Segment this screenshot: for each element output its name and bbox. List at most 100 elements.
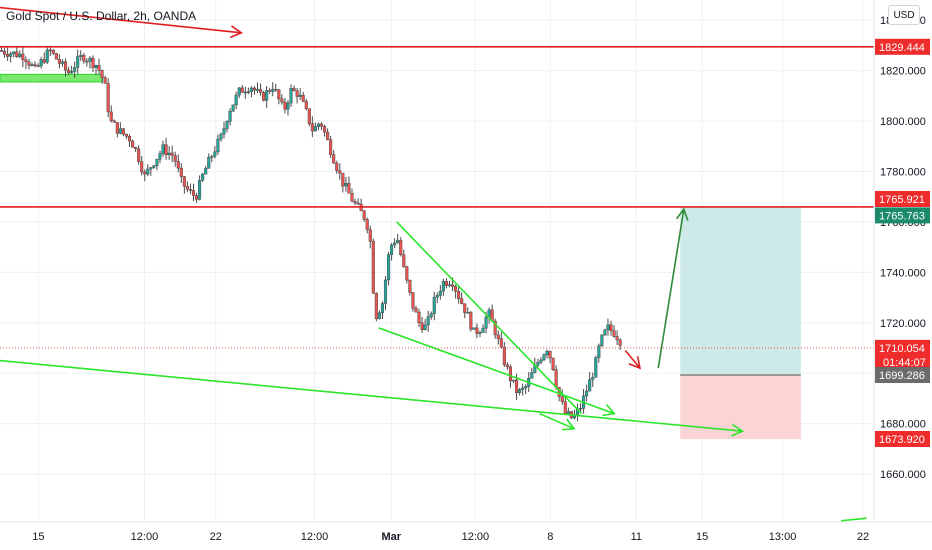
candle-body	[536, 361, 540, 366]
candle-up	[390, 243, 394, 261]
candle-body	[198, 180, 202, 200]
candle-up	[478, 330, 482, 338]
candle-up	[152, 165, 156, 169]
candle-down	[85, 58, 89, 67]
candle-down	[319, 122, 324, 131]
candle-body	[286, 102, 290, 110]
candle-down	[405, 265, 409, 284]
candle-up	[198, 175, 202, 201]
candle-body	[447, 284, 452, 286]
candle-body	[240, 87, 244, 93]
candle-body	[493, 320, 497, 336]
candle-body	[408, 279, 412, 293]
candle-up	[216, 134, 220, 155]
candle-body	[259, 89, 263, 93]
candle-body	[435, 295, 439, 298]
price-axis	[874, 0, 932, 550]
candle-down	[100, 69, 104, 84]
candle-down	[240, 84, 244, 93]
candle-body	[499, 338, 503, 348]
drawing-segment	[841, 517, 867, 522]
arrow-head	[628, 356, 642, 370]
candle-down	[143, 169, 147, 182]
y-tick-label: 1680.000	[880, 419, 926, 431]
candle-down	[493, 318, 497, 339]
candle-up	[316, 122, 321, 131]
drawing-line	[841, 517, 867, 522]
candle-body	[618, 339, 622, 346]
y-tick-label: 1740.000	[880, 267, 926, 279]
candle-up	[70, 65, 74, 74]
candle-body	[118, 128, 122, 134]
candle-down	[335, 160, 339, 174]
candle-up	[88, 56, 92, 69]
candle-down	[307, 108, 311, 127]
candle-down	[195, 192, 199, 203]
candle-body	[283, 101, 287, 110]
candle-down	[371, 238, 375, 294]
candle-up	[207, 153, 211, 169]
y-tick-label: 1820.000	[880, 66, 926, 78]
candle-body	[518, 389, 522, 393]
x-tick-label: 8	[547, 531, 553, 543]
candle-body	[100, 70, 104, 78]
candle-up	[18, 50, 22, 59]
candle-up	[518, 387, 522, 396]
currency-button[interactable]: USD	[888, 5, 920, 25]
candle-up	[298, 88, 302, 100]
candle-body	[210, 156, 214, 158]
candle-body	[188, 189, 193, 191]
candle-up	[396, 233, 400, 244]
candle-body	[54, 53, 58, 60]
candle-body	[310, 123, 314, 132]
candle-body	[246, 91, 250, 93]
candle-down	[362, 209, 366, 222]
price-badge: 1829.444	[875, 38, 930, 55]
candle-down	[48, 46, 52, 56]
candle-down	[414, 305, 418, 313]
arrow-head	[562, 418, 576, 431]
candle-body	[3, 50, 7, 55]
price-badge-text: 1765.921	[879, 194, 925, 206]
candle-down	[399, 237, 403, 257]
candle-body	[289, 88, 293, 104]
candle-down	[109, 105, 113, 123]
candle-down	[134, 146, 138, 152]
candle-body	[457, 291, 461, 299]
candle-body	[365, 219, 369, 230]
x-tick-label: 22	[210, 531, 222, 543]
candle-body	[271, 88, 275, 92]
candle-body	[51, 49, 55, 54]
candle-down	[191, 183, 196, 202]
candle-down	[295, 87, 299, 104]
arrow-head	[731, 423, 745, 437]
arrow-head	[602, 404, 616, 417]
candle-body	[76, 56, 80, 68]
candle-body	[24, 59, 28, 63]
candle-down	[115, 122, 119, 138]
price-badge: 1765.921	[875, 190, 930, 207]
candle-body	[380, 303, 385, 314]
candle-up	[73, 61, 77, 78]
candle-down	[326, 128, 330, 141]
candle-body	[356, 202, 360, 205]
candle-body	[127, 136, 132, 142]
drawing-segment	[624, 350, 641, 369]
candle-body	[615, 336, 619, 341]
candle-body	[588, 379, 592, 392]
candle-up	[545, 349, 549, 359]
candle-body	[143, 171, 147, 175]
candle-down	[329, 135, 333, 159]
candle-body	[33, 64, 37, 66]
candle-down	[97, 58, 101, 75]
candle-down	[499, 331, 503, 349]
candle-down	[463, 303, 467, 319]
candle-up	[542, 353, 546, 362]
candle-body	[228, 110, 232, 122]
candle-body	[213, 151, 217, 157]
candle-down	[347, 176, 351, 194]
candle-up	[377, 310, 381, 320]
target-zone	[680, 207, 801, 376]
candle-up	[204, 165, 208, 175]
